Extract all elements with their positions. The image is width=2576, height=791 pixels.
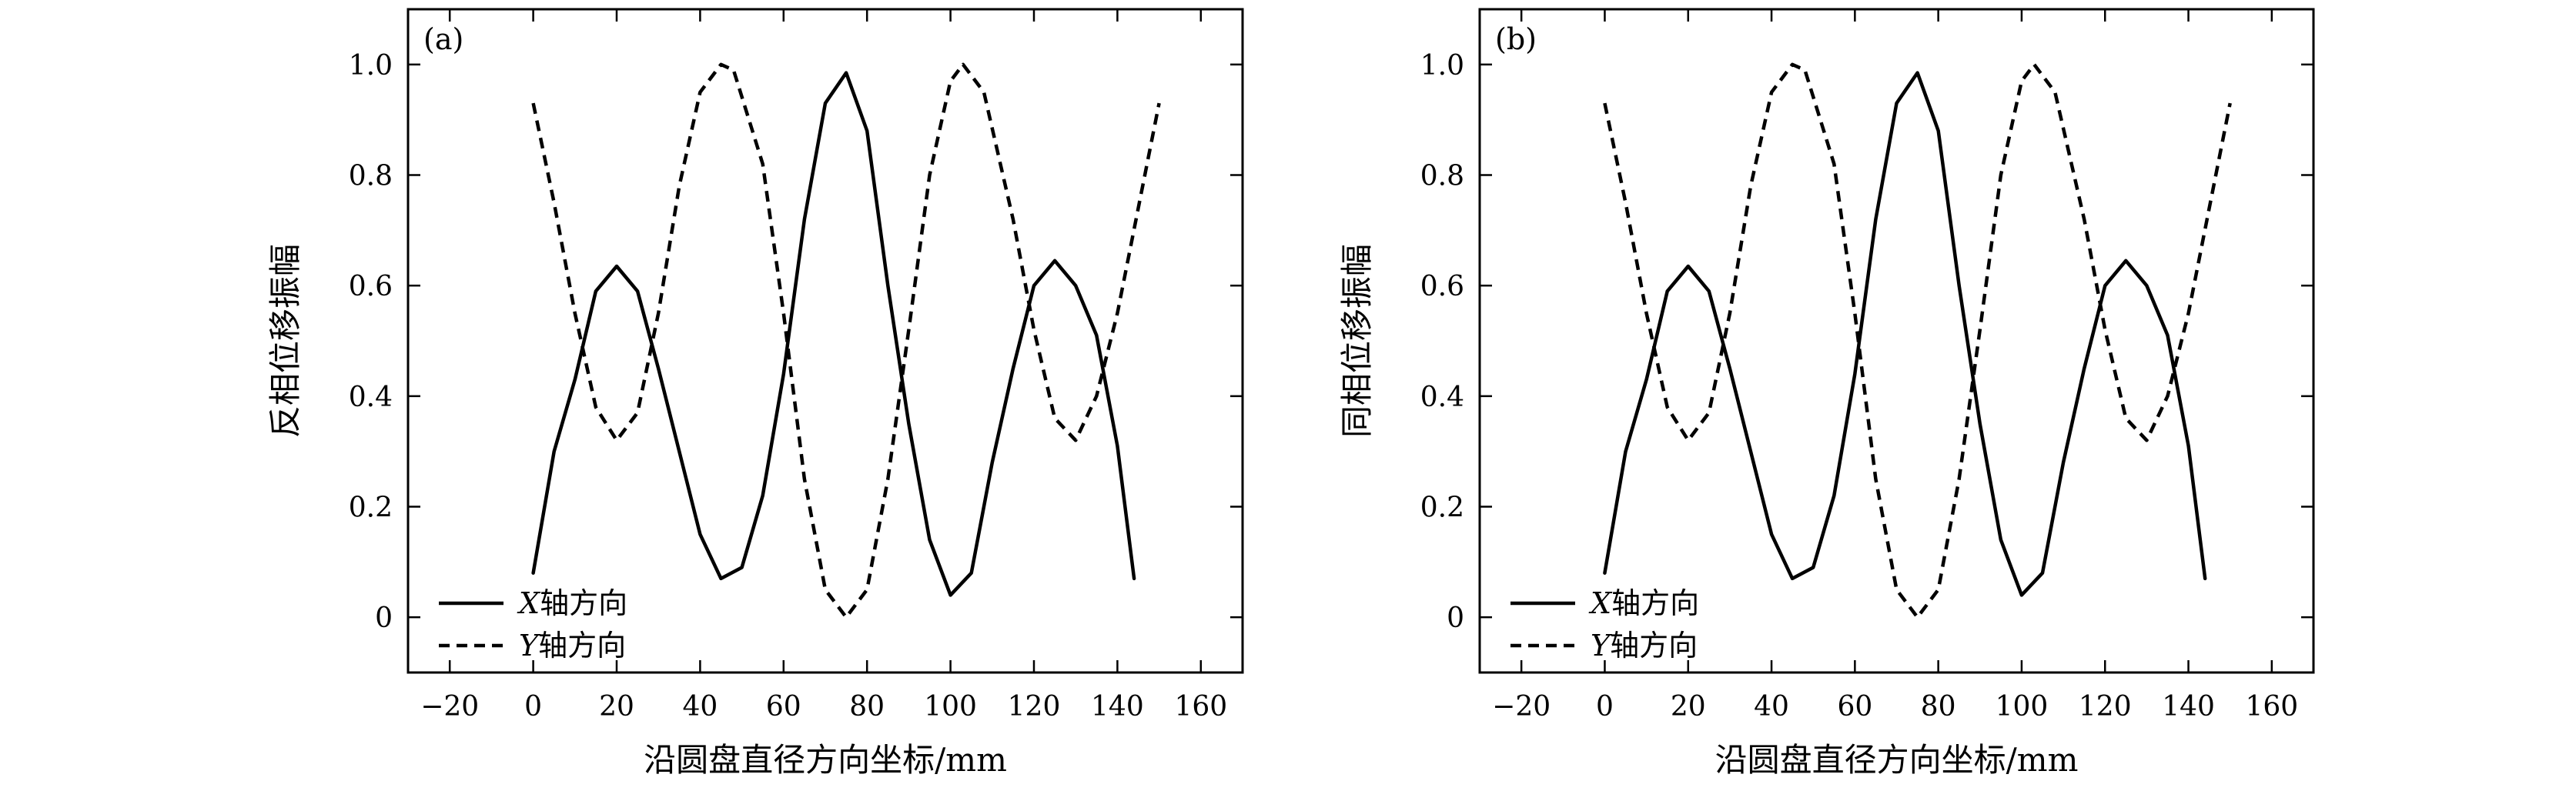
x-tick-label: 140 — [1091, 691, 1144, 723]
y-tick-label: 0.8 — [349, 161, 393, 192]
x-tick-label: 40 — [1754, 691, 1789, 723]
plot-frame — [406, 8, 1244, 674]
y-tick-label: 0.2 — [1420, 492, 1464, 524]
x-tick-label: 160 — [1174, 691, 1227, 723]
series-line-x-axis — [531, 71, 1136, 597]
x-axis-title: 沿圆盘直径方向坐标/mm — [1715, 741, 2079, 779]
x-tick-label: 140 — [2162, 691, 2215, 723]
series-line-y-axis — [531, 62, 1161, 619]
y-tick-label: 0 — [1447, 602, 1464, 634]
y-tick-label: 0.6 — [1420, 271, 1464, 302]
x-tick-label: 40 — [682, 691, 718, 723]
legend-label-x: X轴方向 — [517, 586, 627, 620]
x-tick-label: −20 — [420, 691, 479, 723]
x-tick-label: −20 — [1492, 691, 1551, 723]
legend-axis-letter: Y — [1591, 629, 1613, 663]
y-tick-label: 0.8 — [1420, 161, 1464, 192]
legend-axis-letter: X — [1588, 586, 1613, 620]
x-tick-label: 100 — [924, 691, 977, 723]
panel-label: (a) — [423, 22, 463, 56]
y-axis-title: 同相位移振幅 — [1338, 244, 1376, 438]
panel-label: (b) — [1495, 22, 1537, 56]
legend-axis-suffix: 轴方向 — [540, 586, 627, 620]
x-tick-label: 60 — [766, 691, 801, 723]
y-tick-label: 1.0 — [349, 50, 393, 82]
legend-label-x: X轴方向 — [1588, 586, 1699, 620]
legend-label-y: Y轴方向 — [1591, 629, 1698, 663]
plot-frame — [1478, 8, 2315, 674]
x-tick-label: 20 — [599, 691, 634, 723]
legend-axis-suffix: 轴方向 — [538, 629, 626, 663]
y-tick-label: 0.2 — [349, 492, 393, 524]
legend-axis-letter: Y — [519, 629, 541, 663]
x-tick-label: 0 — [1596, 691, 1614, 723]
legend-axis-suffix: 轴方向 — [1610, 629, 1698, 663]
series-line-y-axis — [1603, 62, 2232, 619]
x-tick-label: 0 — [524, 691, 542, 723]
x-tick-label: 160 — [2245, 691, 2298, 723]
y-tick-label: 0.4 — [349, 382, 393, 413]
x-axis-title: 沿圆盘直径方向坐标/mm — [644, 741, 1007, 779]
chart-panel-b: −20 0 20 40 60 80 100 120 140 160 0 0.2 0.4 0.6 0.8 1.0… — [1338, 8, 2315, 779]
x-tick-label: 80 — [1921, 691, 1956, 723]
x-tick-label: 120 — [1008, 691, 1061, 723]
x-tick-label: 20 — [1671, 691, 1706, 723]
legend-axis-letter: X — [517, 586, 541, 620]
legend-label-y: Y轴方向 — [519, 629, 626, 663]
series-line-x-axis — [1603, 71, 2207, 597]
x-tick-label: 120 — [2079, 691, 2132, 723]
x-tick-label: 60 — [1837, 691, 1872, 723]
y-axis-title: 反相位移振幅 — [266, 244, 304, 438]
y-tick-label: 0.6 — [349, 271, 393, 302]
y-tick-label: 0.4 — [1420, 382, 1464, 413]
y-tick-label: 0 — [375, 602, 393, 634]
chart-panel-a: −20 0 20 40 60 80 100 120 140 160 0 0.2 0.4 0.6 0.8 1.0… — [266, 8, 1244, 779]
y-tick-label: 1.0 — [1420, 50, 1464, 82]
x-tick-label: 100 — [1996, 691, 2049, 723]
x-tick-label: 80 — [849, 691, 885, 723]
legend-axis-suffix: 轴方向 — [1611, 586, 1699, 620]
